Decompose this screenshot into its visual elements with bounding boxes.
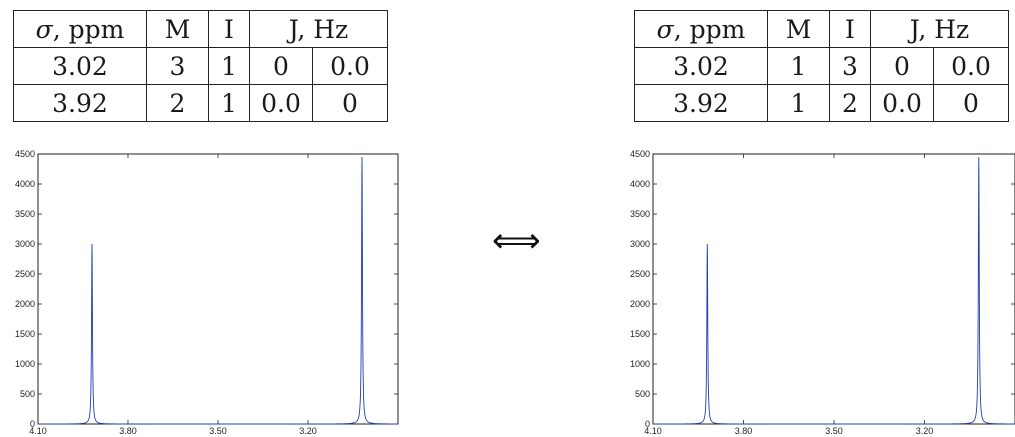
y-tick-label: 2000 [15, 299, 35, 309]
y-tick-label: 500 [635, 389, 650, 399]
table-header-row: σ, ppm M I J, Hz [14, 11, 388, 48]
y-tick-label: 2000 [630, 299, 650, 309]
header-coupling: J, Hz [250, 11, 388, 48]
cell-integral: 1 [209, 85, 250, 122]
table-row: 3.02 3 1 0 0.0 [14, 48, 388, 85]
y-tick-label: 2500 [15, 269, 35, 279]
right-panel: σ, ppm M I J, Hz 3.02 1 3 0 0.0 3.92 1 2… [620, 0, 1015, 437]
cell-multiplicity: 1 [768, 85, 830, 122]
header-integral: I [209, 11, 250, 48]
cell-integral: 1 [209, 48, 250, 85]
y-tick-label: 4500 [630, 149, 650, 159]
y-tick-label: 1500 [15, 329, 35, 339]
x-tick-label: 3.20 [916, 426, 934, 436]
cell-shift: 3.02 [14, 48, 147, 85]
x-tick-label: 3.20 [299, 426, 317, 436]
sigma-symbol: σ [36, 15, 53, 44]
cell-coupling-1: 0.0 [871, 85, 934, 122]
left-panel: σ, ppm M I J, Hz 3.02 3 1 0 0.0 3.92 2 1… [0, 0, 410, 437]
x-tick-label: 4.10 [644, 426, 662, 436]
spectrum-chart-left: 0500100015002000250030003500400045004.10… [0, 146, 400, 437]
cell-shift: 3.02 [635, 48, 768, 85]
cell-multiplicity: 3 [147, 48, 209, 85]
y-tick-label: 500 [20, 389, 35, 399]
shift-unit: , ppm [53, 15, 125, 44]
shift-unit: , ppm [674, 15, 746, 44]
cell-integral: 3 [830, 48, 871, 85]
cell-coupling-1: 0.0 [250, 85, 313, 122]
cell-integral: 2 [830, 85, 871, 122]
x-tick-label: 3.50 [209, 426, 227, 436]
cell-coupling-2: 0.0 [313, 48, 388, 85]
table-row: 3.92 1 2 0.0 0 [635, 85, 1009, 122]
y-tick-label: 4000 [15, 179, 35, 189]
y-tick-label: 4500 [15, 149, 35, 159]
table-row: 3.02 1 3 0 0.0 [635, 48, 1009, 85]
table-header-row: σ, ppm M I J, Hz [635, 11, 1009, 48]
header-multiplicity: M [768, 11, 830, 48]
y-tick-label: 4000 [630, 179, 650, 189]
y-tick-label: 3500 [15, 209, 35, 219]
y-tick-label: 3000 [630, 239, 650, 249]
y-tick-label: 2500 [630, 269, 650, 279]
cell-shift: 3.92 [14, 85, 147, 122]
y-tick-label: 1000 [630, 359, 650, 369]
sigma-symbol: σ [657, 15, 674, 44]
cell-multiplicity: 1 [768, 48, 830, 85]
nmr-table-left: σ, ppm M I J, Hz 3.02 3 1 0 0.0 3.92 2 1… [13, 10, 388, 122]
x-tick-label: 3.80 [735, 426, 753, 436]
table-row: 3.92 2 1 0.0 0 [14, 85, 388, 122]
y-tick-label: 1500 [630, 329, 650, 339]
cell-multiplicity: 2 [147, 85, 209, 122]
cell-coupling-2: 0.0 [934, 48, 1009, 85]
y-tick-label: 3500 [630, 209, 650, 219]
cell-coupling-2: 0 [313, 85, 388, 122]
header-shift: σ, ppm [635, 11, 768, 48]
header-shift: σ, ppm [14, 11, 147, 48]
y-tick-label: 3000 [15, 239, 35, 249]
x-tick-label: 3.50 [825, 426, 843, 436]
spectrum-chart-right: 0500100015002000250030003500400045004.10… [620, 146, 1015, 437]
nmr-table-right: σ, ppm M I J, Hz 3.02 1 3 0 0.0 3.92 1 2… [634, 10, 1009, 122]
y-tick-label: 1000 [15, 359, 35, 369]
cell-coupling-1: 0 [250, 48, 313, 85]
cell-shift: 3.92 [635, 85, 768, 122]
equivalence-arrow: ⟺ [492, 224, 541, 258]
header-multiplicity: M [147, 11, 209, 48]
header-coupling: J, Hz [871, 11, 1009, 48]
cell-coupling-2: 0 [934, 85, 1009, 122]
x-tick-label: 4.10 [29, 426, 47, 436]
header-integral: I [830, 11, 871, 48]
x-tick-label: 3.80 [119, 426, 137, 436]
cell-coupling-1: 0 [871, 48, 934, 85]
